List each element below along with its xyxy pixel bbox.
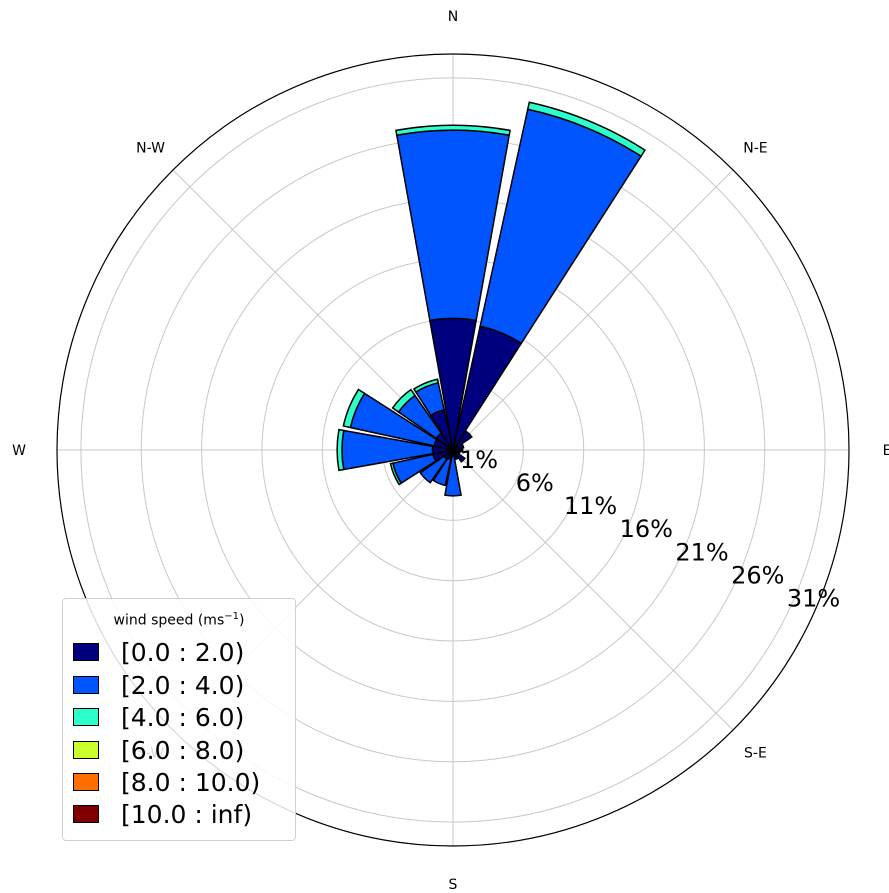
- windrose-bar-segment: [432, 457, 452, 487]
- legend-title-sup: −1: [224, 611, 239, 622]
- radial-tick-label: 26%: [731, 561, 784, 589]
- direction-label: E: [883, 443, 889, 459]
- direction-label: W: [12, 443, 26, 459]
- radial-tick-label: 11%: [564, 492, 617, 520]
- legend-label: [0.0 : 2.0): [121, 637, 245, 667]
- windrose-bar-segment: [412, 378, 440, 394]
- radial-tick-label: 31%: [787, 585, 840, 613]
- outer-ring: [56, 53, 850, 847]
- legend-item: [0.0 : 2.0): [73, 637, 245, 667]
- legend-swatch: [73, 643, 99, 661]
- legend-swatch: [73, 773, 99, 791]
- windrose-bar-segment: [452, 443, 465, 451]
- windrose-bar-segment: [389, 462, 403, 486]
- legend-item: [8.0 : 10.0): [73, 767, 261, 797]
- legend-label: [4.0 : 6.0): [121, 702, 245, 732]
- grid-spoke: [452, 449, 734, 731]
- direction-label: S: [449, 877, 458, 893]
- radial-tick-label: 6%: [516, 469, 554, 497]
- windrose-bar-segment: [336, 428, 345, 472]
- windrose-bar-segment: [419, 455, 448, 484]
- legend-swatch: [73, 741, 99, 759]
- windrose-bar-segment: [395, 124, 511, 136]
- legend-label: [2.0 : 4.0): [121, 670, 245, 700]
- windrose-bar-segment: [526, 101, 647, 158]
- legend-item: [2.0 : 4.0): [73, 670, 245, 700]
- legend-title-text: wind speed (ms: [113, 612, 225, 629]
- axis-labels: NN-EES-ESS-WWN-W1%6%11%16%21%26%31%: [12, 9, 889, 893]
- windrose-bar-segment: [452, 449, 466, 463]
- windrose-bar-segment: [342, 388, 366, 429]
- direction-label: N-W: [136, 141, 165, 157]
- direction-label: N-E: [743, 141, 767, 157]
- windrose-bar-segment: [452, 430, 473, 451]
- grid-spoke: [452, 169, 734, 451]
- legend-label: [6.0 : 8.0): [121, 735, 245, 765]
- radial-tick-label: 21%: [675, 538, 728, 566]
- legend-item: [6.0 : 8.0): [73, 735, 245, 765]
- radial-tick-label: 16%: [620, 515, 673, 543]
- legend-label: [10.0 : inf): [121, 799, 253, 829]
- legend-swatch: [73, 708, 99, 726]
- legend-item: [4.0 : 6.0): [73, 702, 245, 732]
- windrose-bars: [336, 101, 647, 497]
- legend-label: [8.0 : 10.0): [121, 767, 261, 797]
- legend-swatch: [73, 805, 99, 823]
- direction-label: S-E: [744, 745, 767, 761]
- radial-tick-label: 1%: [460, 446, 498, 474]
- legend-swatch: [73, 676, 99, 694]
- legend-title-end: ): [238, 612, 245, 629]
- windrose-bar-segment: [391, 388, 417, 414]
- legend-item: [10.0 : inf): [73, 799, 253, 829]
- direction-label: N: [448, 9, 458, 25]
- legend-title: wind speed (ms−1): [63, 611, 295, 629]
- windrose-bar-segment: [444, 455, 462, 497]
- legend: wind speed (ms−1) [0.0 : 2.0) [2.0 : 4.0…: [62, 598, 296, 841]
